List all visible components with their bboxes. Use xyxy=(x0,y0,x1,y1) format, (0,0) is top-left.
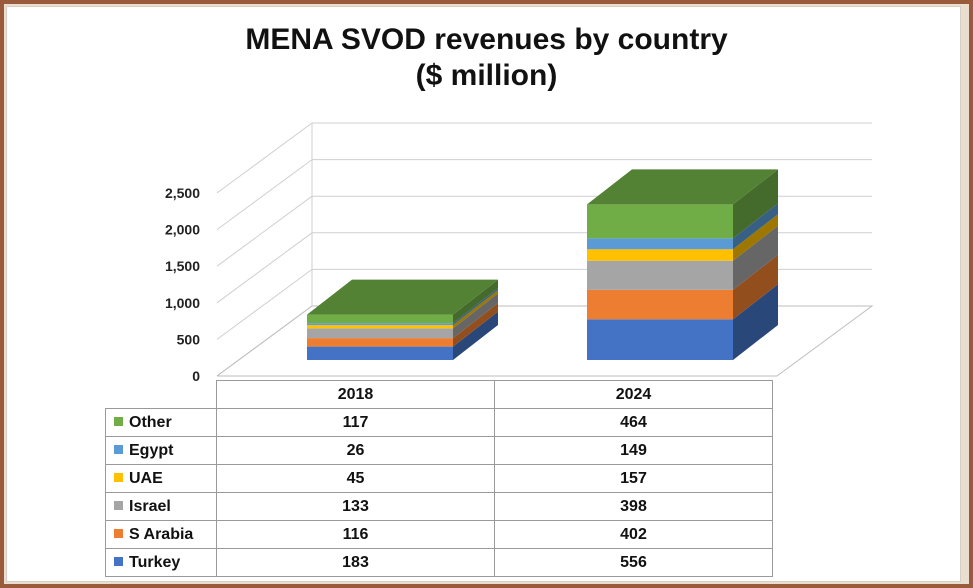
data-table-series-label: UAE xyxy=(105,464,217,493)
bar-segment-front xyxy=(307,323,453,326)
data-table-value: 157 xyxy=(494,464,773,493)
bar-segment-front xyxy=(307,338,453,347)
data-table-value: 183 xyxy=(216,548,495,577)
bar-segment-side xyxy=(733,254,778,320)
data-table-value: 149 xyxy=(494,436,773,465)
side-gridline xyxy=(216,232,313,304)
y-tick-label: 1,500 xyxy=(165,258,200,274)
data-table-value: 117 xyxy=(216,408,495,437)
legend-key-swatch xyxy=(114,444,123,454)
chart-title: MENA SVOD revenues by country xyxy=(245,23,728,56)
bar-segment-side xyxy=(453,303,498,347)
data-table-value: 116 xyxy=(216,520,495,549)
data-table-value: 26 xyxy=(216,436,495,465)
bar-segment-front xyxy=(587,238,733,250)
chart-subtitle: ($ million) xyxy=(415,59,558,92)
bar-segment-side xyxy=(733,284,778,360)
y-tick-label: 500 xyxy=(177,331,201,347)
bar-segment-front xyxy=(307,328,453,339)
bar-segment-front xyxy=(587,260,733,290)
data-table-value: 398 xyxy=(494,492,773,521)
data-table-corner xyxy=(105,380,217,409)
bar-segment-side xyxy=(733,214,778,261)
data-table-row: Other 117 464 xyxy=(105,408,773,437)
legend-key-swatch xyxy=(114,472,123,482)
bar-segment-front xyxy=(587,319,733,360)
data-table-value: 45 xyxy=(216,464,495,493)
data-table-header-row: 2018 2024 xyxy=(105,380,773,409)
data-table-value: 556 xyxy=(494,548,773,577)
y-tick-label: 2,500 xyxy=(165,185,200,201)
data-table-value: 133 xyxy=(216,492,495,521)
side-gridline xyxy=(216,195,313,267)
bar-segment-side xyxy=(453,290,498,329)
y-tick-label: 1,000 xyxy=(165,295,200,311)
data-table: 2018 2024 Other 117 464 Egypt 26 149 UAE 45 157 I… xyxy=(105,380,773,577)
legend-key-swatch xyxy=(114,556,123,566)
series-name-label: Egypt xyxy=(129,441,174,459)
bar-segment-side xyxy=(733,169,778,239)
bar-segment-front xyxy=(307,325,453,329)
bar-segment-side xyxy=(733,225,778,290)
bar-segment-front xyxy=(587,204,733,239)
bar-segment-front xyxy=(587,289,733,320)
series-name-label: Other xyxy=(129,413,172,431)
data-table-value: 402 xyxy=(494,520,773,549)
data-table-row: UAE 45 157 xyxy=(105,464,773,493)
data-table-series-label: Other xyxy=(105,408,217,437)
data-table-series-label: Turkey xyxy=(105,548,217,577)
bar-segment-front xyxy=(307,346,453,360)
data-table-series-label: S Arabia xyxy=(105,520,217,549)
series-name-label: Turkey xyxy=(129,553,181,571)
data-table-row: S Arabia 116 402 xyxy=(105,520,773,549)
legend-key-swatch xyxy=(114,416,123,426)
data-table-row: Egypt 26 149 xyxy=(105,436,773,465)
chart-title-block: MENA SVOD revenues by country ($ million… xyxy=(0,22,973,94)
bar-top-face xyxy=(307,279,498,315)
series-name-label: S Arabia xyxy=(129,525,194,543)
side-gridline xyxy=(216,159,313,231)
side-gridline xyxy=(216,268,313,340)
y-tick-label: 2,000 xyxy=(165,222,200,238)
bar-segment-front xyxy=(307,314,453,324)
bar-segment-side xyxy=(453,311,498,360)
data-table-col-2024: 2024 xyxy=(494,380,773,409)
bar-segment-side xyxy=(453,279,498,324)
data-table-series-label: Egypt xyxy=(105,436,217,465)
legend-key-swatch xyxy=(114,500,123,510)
y-tick-label: 0 xyxy=(192,368,200,384)
data-table-value: 464 xyxy=(494,408,773,437)
data-table-row: Israel 133 398 xyxy=(105,492,773,521)
data-table-col-2018: 2018 xyxy=(216,380,495,409)
bar-top-face xyxy=(587,169,778,205)
data-table-row: Turkey 183 556 xyxy=(105,548,773,577)
bar-segment-side xyxy=(453,293,498,339)
series-name-label: Israel xyxy=(129,497,171,515)
bar-segment-side xyxy=(453,288,498,326)
bar-segment-front xyxy=(587,249,733,261)
series-name-label: UAE xyxy=(129,469,163,487)
bar-segment-side xyxy=(733,203,778,250)
legend-key-swatch xyxy=(114,528,123,538)
data-table-series-label: Israel xyxy=(105,492,217,521)
side-gridline xyxy=(216,122,313,194)
